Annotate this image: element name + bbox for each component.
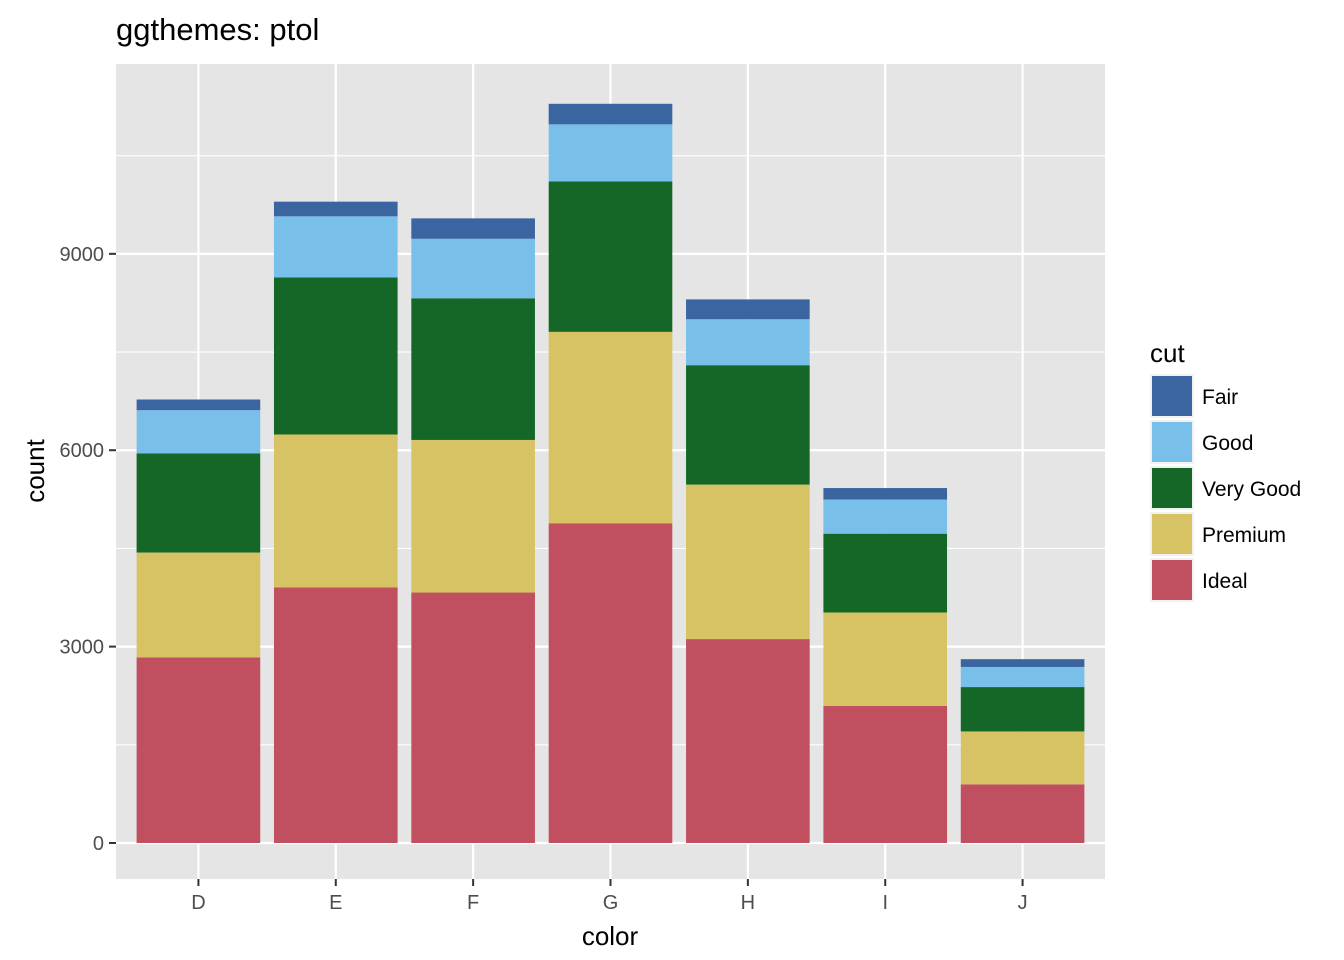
y-tick-label: 0 (93, 833, 104, 855)
bar-segment-D-very-good (136, 453, 261, 553)
bar-segment-F-ideal (411, 592, 535, 843)
x-axis-title: color (582, 921, 639, 951)
x-tick-label: H (741, 892, 755, 914)
legend-swatch-fair (1152, 376, 1192, 416)
bar-segment-J-very-good (960, 687, 1085, 732)
bar-segment-I-fair (823, 488, 948, 500)
bar-segment-D-good (136, 410, 261, 454)
legend-swatch-good (1152, 422, 1192, 462)
legend-title: cut (1150, 338, 1185, 368)
legend: cut Fair Good Very Good Premium Ideal (1150, 338, 1301, 602)
bar-segment-F-fair (411, 218, 535, 239)
y-tick-label: 6000 (60, 440, 105, 462)
bar-segment-D-ideal (136, 657, 261, 843)
legend-label: Ideal (1202, 570, 1248, 593)
y-tick-label: 9000 (60, 244, 105, 266)
bar-segment-H-good (686, 319, 810, 366)
chart-title: ggthemes: ptol (116, 12, 319, 47)
bar-segment-E-very-good (273, 277, 398, 435)
x-tick-label: F (467, 892, 479, 914)
x-tick-label: J (1018, 892, 1028, 914)
bar-segment-J-fair (960, 659, 1085, 667)
bar-segment-G-good (548, 124, 673, 182)
legend-swatch-very-good (1152, 468, 1192, 508)
legend-label: Fair (1202, 386, 1238, 409)
bar-segment-H-ideal (686, 639, 810, 843)
legend-label: Premium (1202, 524, 1286, 547)
bar-segment-I-very-good (823, 533, 948, 613)
y-tick-label: 3000 (60, 637, 105, 659)
bar-segment-G-fair (548, 103, 673, 125)
bar-segment-G-very-good (548, 181, 673, 332)
bar-segment-H-premium (686, 484, 810, 640)
bar-segment-I-ideal (823, 705, 948, 843)
bar-segment-E-ideal (273, 587, 398, 843)
x-tick-label: D (191, 892, 205, 914)
legend-label: Good (1202, 432, 1253, 455)
bar-segment-F-good (411, 238, 535, 299)
bar-segment-J-good (960, 666, 1085, 688)
bar-segment-D-fair (136, 399, 261, 411)
x-tick-label: I (882, 892, 888, 914)
bar-segment-D-premium (136, 552, 261, 658)
bar-segment-E-good (273, 216, 398, 278)
x-tick-label: E (329, 892, 342, 914)
bar-segment-H-very-good (686, 365, 810, 485)
bar-segment-G-premium (548, 331, 673, 524)
bar-segment-I-good (823, 499, 948, 534)
bar-segment-E-premium (273, 434, 398, 588)
bar-segment-E-fair (273, 201, 398, 217)
bar-segment-G-ideal (548, 523, 673, 843)
y-axis-title: count (20, 438, 50, 502)
bar-segment-I-premium (823, 612, 948, 706)
y-axis: 0 3000 6000 9000 (60, 244, 116, 855)
legend-label: Very Good (1202, 478, 1301, 501)
bar-segment-J-ideal (960, 784, 1085, 843)
x-tick-label: G (603, 892, 619, 914)
bar-segment-J-premium (960, 731, 1085, 785)
bars (136, 103, 1085, 843)
legend-swatch-premium (1152, 514, 1192, 554)
legend-swatch-ideal (1152, 560, 1192, 600)
bar-segment-F-very-good (411, 298, 535, 440)
x-axis: D E F G H I J (191, 879, 1028, 914)
bar-segment-H-fair (686, 299, 810, 320)
bar-segment-F-premium (411, 439, 535, 593)
